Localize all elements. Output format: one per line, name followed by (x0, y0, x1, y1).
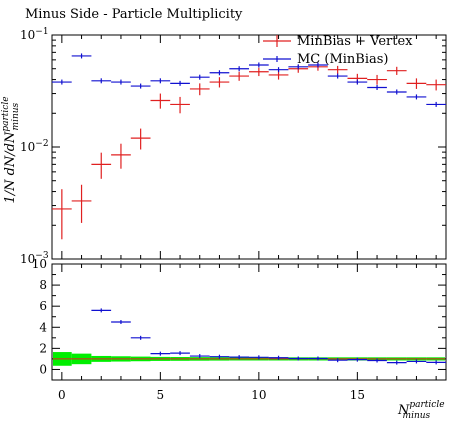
data-point-minbias-vertex (52, 189, 72, 240)
data-point-minbias-vertex (150, 93, 171, 109)
ratio-panel-frame (51, 263, 447, 381)
xtick-label: 15 (350, 388, 365, 402)
data-point-minbias-vertex (367, 74, 387, 85)
data-point-mc (308, 62, 328, 68)
data-point-minbias-vertex (91, 152, 112, 179)
xtick-label: 5 (157, 388, 165, 402)
data-point-mc (386, 89, 407, 95)
ytick-label-main: 10−3 (20, 251, 49, 266)
main-panel-ticks (52, 35, 446, 260)
data-point-minbias-vertex (170, 96, 190, 114)
data-point-mc (189, 74, 210, 80)
data-point-mc (406, 94, 427, 100)
ytick-label-ratio: 2 (39, 341, 47, 355)
ratio-point-mc (367, 358, 387, 363)
data-point-minbias-vertex (111, 143, 131, 169)
ratio-point-mc (268, 355, 289, 360)
xtick-labels: 0 5 10 15 (58, 388, 365, 402)
data-point-mc (426, 101, 446, 107)
data-point-minbias-vertex (406, 78, 427, 89)
data-point-minbias-vertex (71, 184, 92, 223)
x-axis-label: Nparticle minus (397, 400, 445, 421)
legend-label-mc: MC (MinBias) (297, 52, 389, 67)
data-point-minbias-vertex (249, 67, 269, 77)
data-point-mc (347, 79, 368, 85)
data-point-mc (327, 73, 348, 79)
data-point-mc (150, 78, 171, 84)
ratio-point-mc (347, 357, 368, 362)
series-mc-minbias (52, 53, 446, 107)
data-point-mc (52, 79, 72, 85)
ratio-point-mc (209, 354, 230, 359)
ytick-label-main: 10−2 (20, 139, 49, 154)
series-ratio-mc (91, 308, 446, 365)
data-point-minbias-vertex (189, 83, 210, 96)
ratio-point-mc (111, 320, 131, 324)
data-point-mc (130, 83, 151, 89)
data-point-mc (91, 78, 112, 84)
ytick-label-ratio: 10 (32, 257, 47, 271)
ratio-point-mc (170, 351, 190, 356)
data-point-mc (249, 62, 269, 68)
data-point-minbias-vertex (426, 79, 446, 91)
ytick-label-ratio: 0 (39, 362, 47, 376)
ratio-point-mc (386, 360, 407, 365)
data-point-mc (71, 53, 92, 59)
legend-label-minbias-vertex: MinBias + Vertex (297, 34, 413, 49)
data-point-minbias-vertex (327, 65, 348, 74)
ytick-label-ratio: 6 (39, 299, 47, 313)
ratio-point-mc (308, 356, 328, 361)
ratio-point-mc (91, 308, 112, 313)
ytick-label-ratio: 8 (39, 278, 47, 292)
data-point-mc (367, 84, 387, 90)
ratio-point-mc (150, 351, 171, 356)
ratio-point-mc (249, 355, 269, 360)
ratio-point-mc (288, 356, 309, 361)
ratio-point-mc (327, 358, 348, 363)
ratio-point-mc (189, 354, 210, 359)
xtick-label: 0 (58, 388, 66, 402)
data-point-minbias-vertex (386, 66, 407, 75)
data-point-minbias-vertex (209, 77, 230, 88)
data-point-minbias-vertex (130, 128, 151, 150)
ytick-label-ratio: 4 (39, 320, 47, 334)
data-point-mc (229, 66, 249, 72)
ratio-ytick-labels: 0 2 4 6 8 10 (32, 257, 48, 376)
ytick-label-main: 10−1 (20, 27, 49, 42)
ratio-point-mc (130, 335, 151, 340)
ratio-point-mc (406, 359, 427, 364)
ratio-point-mc (229, 355, 249, 360)
data-point-mc (288, 64, 309, 70)
y-axis-label: 1/N dN/dNparticleminus (1, 96, 21, 203)
ratio-point-mc (426, 360, 446, 365)
chart-title: Minus Side - Particle Multiplicity (25, 7, 243, 22)
data-point-mc (268, 67, 289, 73)
series-minbias-vertex (52, 63, 446, 240)
data-point-mc (209, 70, 230, 76)
xtick-label: 10 (251, 388, 266, 402)
data-point-mc (170, 80, 190, 86)
legend: MinBias + Vertex MC (MinBias) (263, 34, 413, 67)
data-point-minbias-vertex (229, 71, 249, 81)
data-point-mc (111, 79, 131, 85)
